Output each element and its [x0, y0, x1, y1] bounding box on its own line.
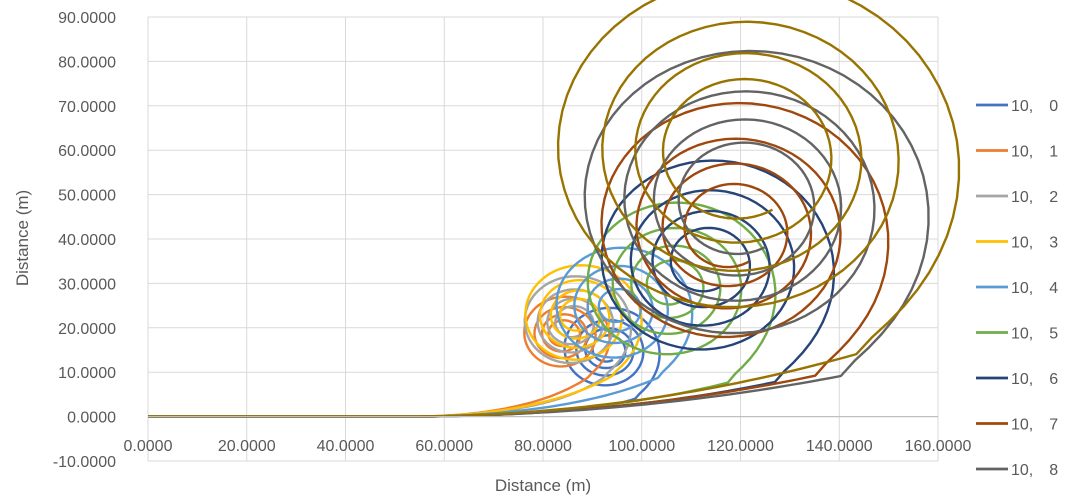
legend-label-5: 10, 5 [1011, 326, 1058, 343]
x-axis-title: Distance (m) [495, 476, 591, 495]
y-tick-label: 90.0000 [58, 10, 116, 27]
x-tick-label: 120.0000 [707, 438, 774, 455]
y-tick-label: 30.0000 [58, 276, 116, 293]
legend: 10, 0 10, 1 10, 2 10, 3 10, 4 10, 5 10, 6 10, 7… [976, 98, 1058, 479]
series-line-9 [148, 0, 961, 418]
x-tick-label: 140.0000 [806, 438, 873, 455]
y-tick-label: 70.0000 [58, 99, 116, 116]
x-tick-label: 80.0000 [514, 438, 572, 455]
series-line-2 [148, 275, 633, 418]
y-tick-label: 20.0000 [58, 321, 116, 338]
y-tick-label: 10.0000 [58, 365, 116, 382]
y-tick-label: 50.0000 [58, 188, 116, 205]
series-line-5 [148, 201, 777, 418]
x-tick-label: 20.0000 [218, 438, 276, 455]
x-tick-label: 40.0000 [317, 438, 375, 455]
series-line-8 [148, 49, 930, 418]
legend-label-3: 10, 3 [1011, 235, 1058, 252]
y-axis-title: Distance (m) [13, 190, 32, 286]
x-tick-label: 0.0000 [124, 438, 173, 455]
y-tick-label: 80.0000 [58, 54, 116, 71]
y-tick-label: 40.0000 [58, 232, 116, 249]
legend-label-2: 10, 2 [1011, 189, 1058, 206]
series-line-7 [148, 101, 890, 418]
plot-area-series [148, 0, 961, 418]
x-tick-label: 100.0000 [608, 438, 675, 455]
legend-label-7: 10, 7 [1011, 417, 1058, 434]
y-tick-label: -10.0000 [53, 454, 116, 471]
gridlines [147, 16, 939, 462]
x-tick-label: 60.0000 [415, 438, 473, 455]
legend-label-8: 10, 8 [1011, 462, 1058, 479]
series-line-6 [148, 159, 836, 418]
x-tick-label: 160.0000 [905, 438, 972, 455]
legend-label-4: 10, 4 [1011, 280, 1058, 297]
y-tick-label: 0.0000 [67, 410, 116, 427]
legend-label-0: 10, 0 [1011, 98, 1058, 115]
legend-label-1: 10, 1 [1011, 144, 1058, 161]
y-tick-label: 60.0000 [58, 143, 116, 160]
axes: 0.0000 20.0000 40.0000 60.0000 80.0000 100.00… [53, 10, 972, 471]
series-line-3 [148, 264, 643, 418]
legend-label-6: 10, 6 [1011, 371, 1058, 388]
